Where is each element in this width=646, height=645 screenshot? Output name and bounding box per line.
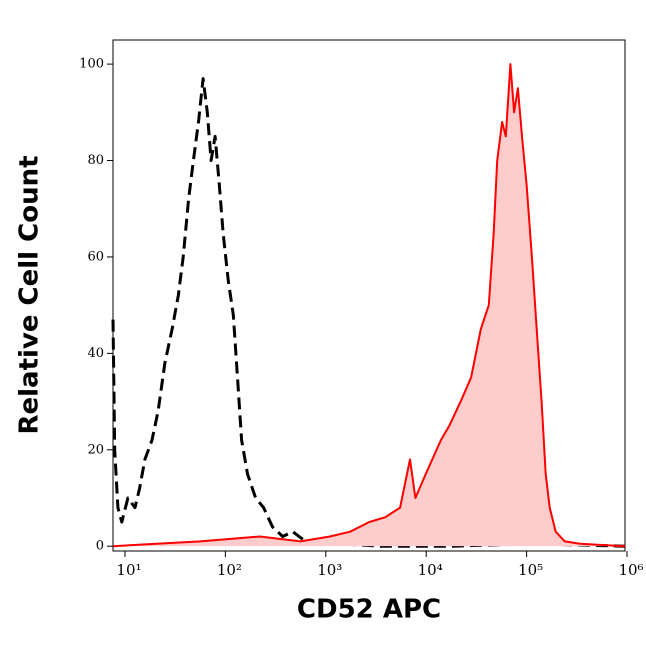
- y-tick-label: 0: [96, 539, 104, 554]
- y-tick-label: 100: [79, 57, 104, 72]
- x-tick-label: 10⁴: [418, 561, 443, 579]
- x-tick-label: 10⁵: [518, 561, 543, 579]
- y-tick-label: 20: [87, 442, 104, 457]
- x-tick-label: 10³: [317, 561, 342, 579]
- x-tick-label: 10¹: [116, 561, 141, 579]
- histogram-line: [111, 77, 626, 548]
- y-tick-label: 60: [87, 249, 104, 264]
- x-axis-label: CD52 APC: [297, 595, 441, 625]
- y-tick-label: 80: [87, 153, 104, 168]
- histogram-area: [113, 64, 625, 547]
- plot-frame: [112, 39, 626, 552]
- histogram-line: [112, 63, 626, 548]
- x-tick-label: 10⁶: [618, 561, 643, 579]
- x-tick-label: 10²: [217, 561, 242, 579]
- y-axis-label: Relative Cell Count: [15, 155, 45, 434]
- y-tick-label: 40: [87, 346, 104, 361]
